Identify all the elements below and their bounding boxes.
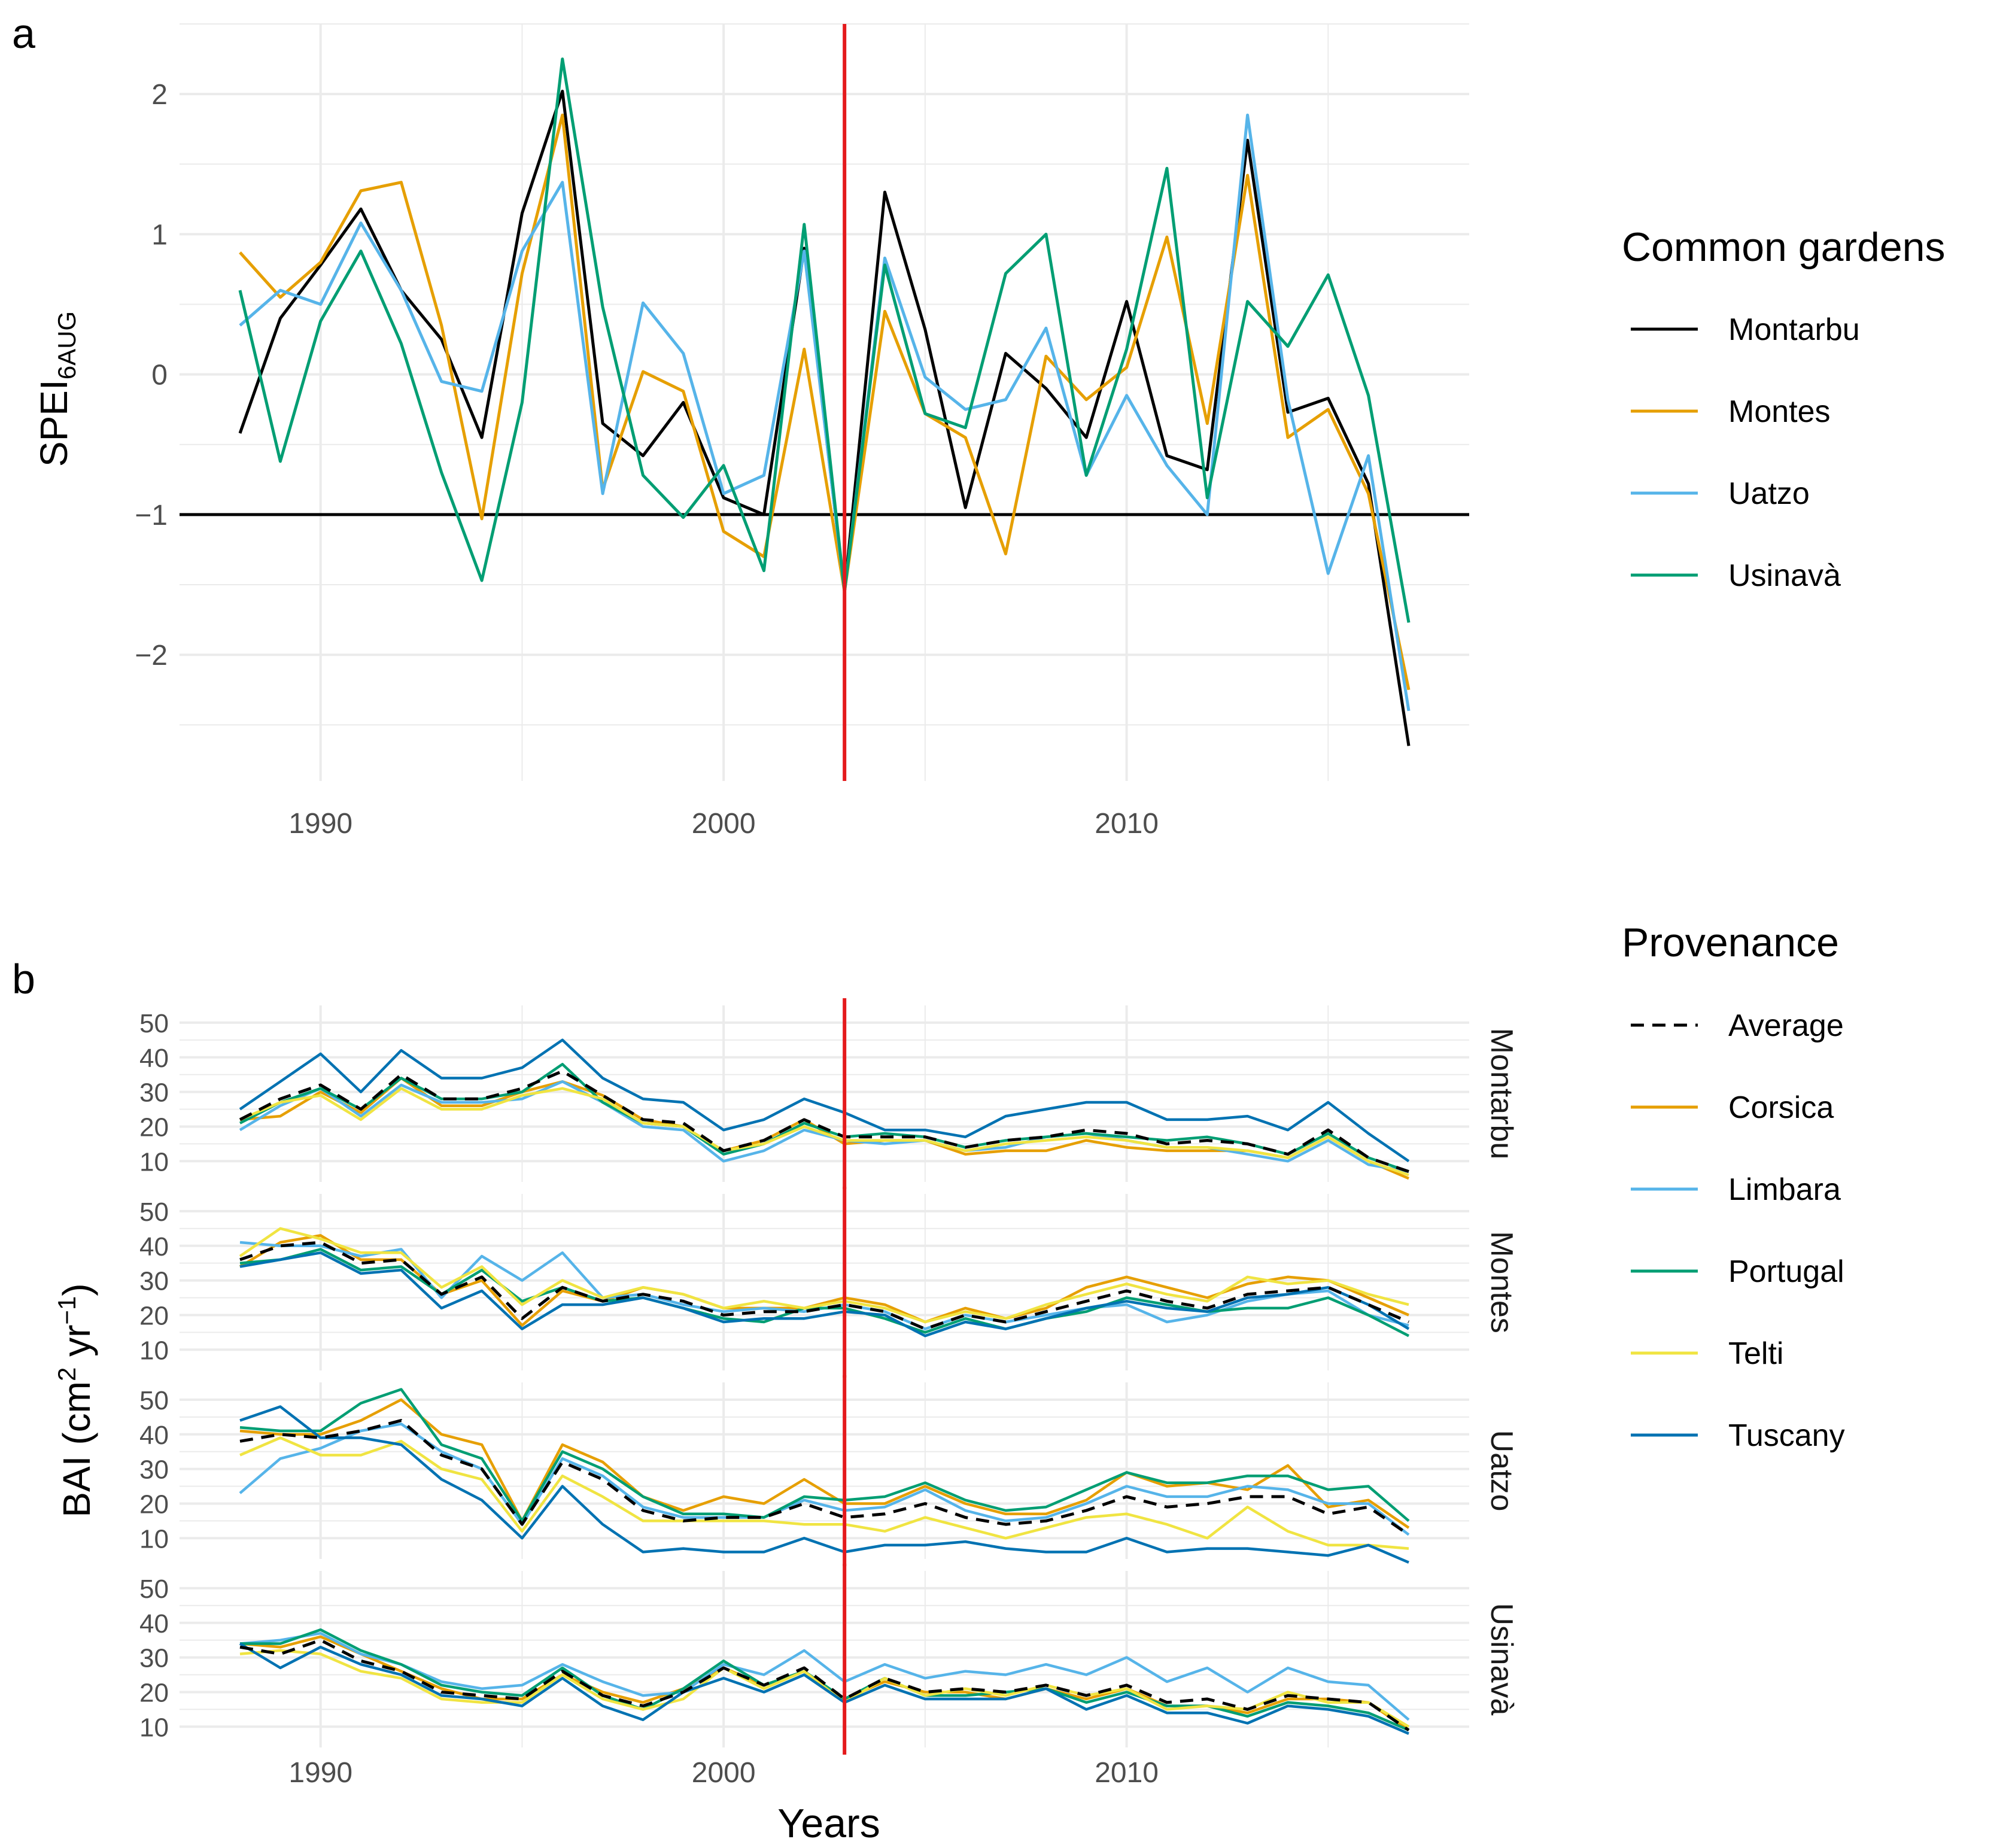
panel-b-uatzo-series-portugal xyxy=(239,1388,1410,1522)
panel-b-usinava-series-limbara xyxy=(239,1631,1410,1721)
panel-b-uatzo-series-corsica xyxy=(239,1398,1410,1529)
panel-a-legend-label-usinava: Usinavà xyxy=(1728,558,1841,593)
panel-b-y-tick-label: 30 xyxy=(139,1644,169,1673)
panel-a-y-tick-label: 1 xyxy=(151,219,168,251)
panel-b-facet-label-usinava: Usinavà xyxy=(1484,1603,1519,1716)
panel-b-y-tick-label: 30 xyxy=(139,1267,169,1296)
panel-b-legend: Provenance Average Corsica Limbara Portugal… xyxy=(1622,920,1845,1453)
panel-b-legend-label-corsica: Corsica xyxy=(1728,1090,1834,1125)
panel-b-y-tick-label: 50 xyxy=(139,1386,169,1415)
panel-b-y-tick-label: 40 xyxy=(139,1609,169,1639)
panel-b-facet-montes: 10 20 30 40 50 Montes xyxy=(139,1187,1519,1378)
panel-a-x-tick-label: 1990 xyxy=(288,808,352,840)
panel-b-montarbu-series-average xyxy=(239,1069,1409,1173)
panel-a-ylabel-main: SPEI xyxy=(32,379,75,467)
panel-b-uatzo-series-tuscany xyxy=(239,1405,1409,1564)
panel-b-ylabel-mid: yr xyxy=(55,1325,98,1367)
panel-b-usinava-series-average xyxy=(239,1639,1410,1732)
panel-b-legend-label-limbara: Limbara xyxy=(1728,1172,1841,1207)
panel-b-montes-series-telti xyxy=(239,1227,1409,1324)
panel-b-facet-label-montarbu: Montarbu xyxy=(1484,1028,1519,1160)
panel-b-montarbu-series-tuscany xyxy=(239,1038,1410,1163)
panel-b-montarbu-series-corsica xyxy=(239,1077,1409,1180)
panel-a-y-axis-label: SPEI6AUG xyxy=(32,311,81,467)
panel-b-montes-series-average xyxy=(239,1241,1409,1331)
panel-a-ticks: −2 −1 0 1 2 1990 2000 2010 xyxy=(135,79,1159,840)
panel-b-y-tick-label: 20 xyxy=(139,1490,169,1519)
panel-a-x-tick-label: 2000 xyxy=(692,808,756,840)
panel-b-y-tick-label: 40 xyxy=(139,1044,169,1073)
panel-b-facet-uatzo: 10 20 30 40 50 Uatzo xyxy=(139,1375,1519,1566)
panel-b-y-tick-label: 50 xyxy=(139,1197,169,1227)
panel-a-legend-label-montarbu: Montarbu xyxy=(1728,312,1860,347)
panel-b-y-tick-label: 10 xyxy=(139,1336,169,1365)
panel-b-y-tick-label: 40 xyxy=(139,1421,169,1450)
panel-b-uatzo-series-telti xyxy=(239,1436,1409,1550)
panel-b-x-tick-label: 2000 xyxy=(692,1757,756,1789)
panel-b-facet-label-montes: Montes xyxy=(1484,1231,1519,1333)
panel-b-y-tick-label: 20 xyxy=(139,1113,169,1142)
panel-b-legend-label-portugal: Portugal xyxy=(1728,1254,1844,1289)
panel-a-chart: −2 −1 0 1 2 1990 2000 2010 SPEI6AUG xyxy=(32,23,1469,840)
panel-a-series xyxy=(238,24,1411,781)
panel-b-y-tick-label: 30 xyxy=(139,1455,169,1485)
panel-a-legend: Common gardens Montarbu Montes Uatzo Usinav… xyxy=(1622,224,1945,593)
panel-b-facet-label-uatzo: Uatzo xyxy=(1484,1430,1519,1512)
panel-b-x-axis-label: Years xyxy=(777,1801,880,1846)
panel-b-uatzo-series-limbara xyxy=(239,1423,1410,1536)
panel-a-y-tick-label: 2 xyxy=(151,79,168,111)
panel-a-ylabel-sub: 6AUG xyxy=(53,311,81,379)
panel-b-legend-label-tuscany: Tuscany xyxy=(1728,1418,1845,1453)
panel-b-ylabel-sup1: 2 xyxy=(53,1367,81,1381)
panel-a-series-montes xyxy=(239,113,1411,691)
panel-b-x-tick-label: 1990 xyxy=(288,1757,352,1789)
panel-b-usinava-series-telti xyxy=(239,1649,1410,1728)
panel-b-y-tick-label: 20 xyxy=(139,1678,169,1707)
panel-b-legend-label-average: Average xyxy=(1728,1008,1844,1043)
panel-b-ylabel-end: ) xyxy=(55,1283,98,1296)
panel-b-usinava-series-tuscany xyxy=(239,1642,1409,1735)
panel-b-montes-series-tuscany xyxy=(239,1251,1410,1338)
panel-b-y-tick-label: 10 xyxy=(139,1713,169,1742)
panel-b-montes-series-portugal xyxy=(239,1248,1410,1338)
panel-b-uatzo-series-average xyxy=(239,1419,1410,1536)
panel-b-legend-label-telti: Telti xyxy=(1728,1336,1783,1371)
panel-a-x-tick-label: 2010 xyxy=(1095,808,1159,840)
panel-a-letter: a xyxy=(12,10,35,57)
panel-b-facet-usinava: 10 20 30 40 50 Usinavà xyxy=(139,1564,1519,1755)
panel-b-facets: 10 20 30 40 50 Montarbu 10 20 30 40 50 Montes 10 20 30… xyxy=(139,998,1519,1755)
panel-b-ylabel-sup2: −1 xyxy=(53,1296,81,1325)
panel-b-letter: b xyxy=(12,956,35,1002)
panel-a-y-tick-label: 0 xyxy=(151,360,168,391)
panel-b-facet-montarbu: 10 20 30 40 50 Montarbu xyxy=(139,998,1519,1189)
panel-a-y-tick-label: −2 xyxy=(135,640,168,671)
panel-a-y-tick-label: −1 xyxy=(135,500,168,531)
panel-b-y-tick-label: 50 xyxy=(139,1009,169,1038)
panel-a-legend-label-montes: Montes xyxy=(1728,394,1831,429)
panel-b-y-tick-label: 40 xyxy=(139,1232,169,1262)
panel-b-chart: 10 20 30 40 50 Montarbu 10 20 30 40 50 Montes 10 20 30… xyxy=(53,998,1519,1846)
panel-b-y-tick-label: 30 xyxy=(139,1078,169,1108)
panel-b-y-tick-label: 50 xyxy=(139,1575,169,1604)
panel-b-montarbu-series-telti xyxy=(239,1087,1409,1177)
panel-b-y-tick-label: 20 xyxy=(139,1301,169,1330)
panel-a-series-usinava xyxy=(238,57,1411,623)
panel-b-x-ticks: 1990 2000 2010 xyxy=(288,1757,1159,1789)
panel-b-y-tick-label: 10 xyxy=(139,1524,169,1554)
panel-b-y-tick-label: 10 xyxy=(139,1147,169,1177)
panel-a-legend-title: Common gardens xyxy=(1622,224,1945,270)
panel-a-legend-label-uatzo: Uatzo xyxy=(1728,476,1810,511)
panel-b-ylabel-main: BAI (cm xyxy=(55,1381,98,1518)
panel-b-y-axis-label: BAI (cm2 yr−1) xyxy=(53,1283,98,1517)
panel-b-x-tick-label: 2010 xyxy=(1095,1757,1159,1789)
panel-b-legend-title: Provenance xyxy=(1622,920,1839,965)
